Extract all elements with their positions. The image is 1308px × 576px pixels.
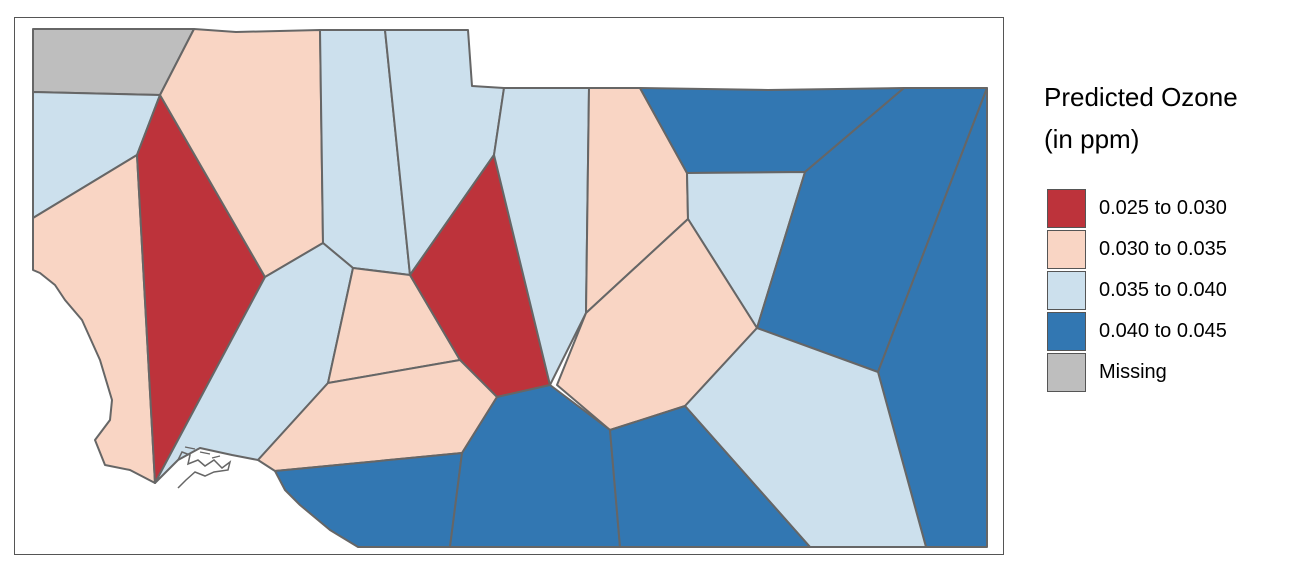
legend-item: 0.040 to 0.045 [1047, 311, 1227, 352]
region-w2 [32, 154, 156, 484]
legend-swatch [1047, 230, 1086, 269]
legend-label: 0.025 to 0.030 [1099, 197, 1227, 219]
legend-swatch [1047, 312, 1086, 351]
region-c1 [154, 242, 354, 484]
legend-title-line2: (in ppm) [1044, 124, 1140, 154]
harbor-islands [184, 446, 221, 459]
legend-item: 0.025 to 0.030 [1047, 188, 1227, 229]
legend-label: 0.030 to 0.035 [1099, 238, 1227, 260]
legend-swatch [1047, 189, 1086, 228]
legend: 0.025 to 0.030 0.030 to 0.035 0.035 to 0… [1047, 188, 1227, 393]
harbor-coastline [177, 451, 232, 489]
legend-item: 0.030 to 0.035 [1047, 229, 1227, 270]
legend-swatch [1047, 271, 1086, 310]
legend-title: Predicted Ozone (in ppm) [1044, 76, 1238, 160]
legend-swatch [1047, 353, 1086, 392]
legend-item: 0.035 to 0.040 [1047, 270, 1227, 311]
region-s3 [609, 405, 811, 548]
legend-label: Missing [1099, 361, 1167, 383]
legend-label: 0.040 to 0.045 [1099, 320, 1227, 342]
legend-label: 0.035 to 0.040 [1099, 279, 1227, 301]
legend-title-line1: Predicted Ozone [1044, 82, 1238, 112]
region-se1 [684, 327, 927, 548]
legend-item: Missing [1047, 352, 1227, 393]
map-canvas [32, 28, 988, 548]
